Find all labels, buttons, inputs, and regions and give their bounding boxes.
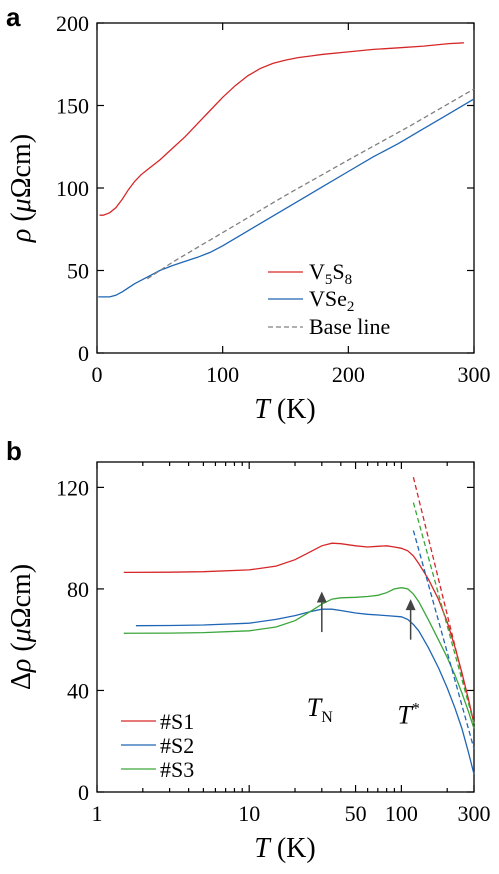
series-line-b-2 — [123, 587, 475, 729]
series-line-b-0 — [123, 542, 475, 724]
x-tick-label-b: 300 — [458, 801, 491, 826]
annotation-label-1: T* — [397, 700, 419, 729]
plot-frame-a — [96, 22, 475, 354]
x-tick-label-a: 100 — [206, 362, 239, 387]
series-line-a-2 — [146, 88, 475, 280]
legend-label-b-0: #S1 — [160, 709, 194, 734]
x-tick-label-b: 100 — [385, 801, 418, 826]
legend-label-a-2: Base line — [309, 314, 390, 339]
chart-b-delta-resistivity: 1 10 50 100 300 0 40 80 120 TN T* #S1#S2#S3 T (K) Δρ … — [6, 461, 491, 864]
x-tick-label-a: 0 — [92, 362, 103, 387]
x-axis-label-b: T (K) — [254, 833, 315, 864]
series-line-a-0 — [99, 42, 464, 216]
legend-label-a-1: VSe2 — [309, 286, 354, 315]
x-tick-label-a: 300 — [458, 362, 491, 387]
x-axis-label-a: T (K) — [254, 394, 315, 425]
y-tick-label-b: 120 — [56, 475, 89, 500]
y-tick-label-b: 40 — [67, 678, 89, 703]
legend-label-a-0: V5S8 — [309, 259, 352, 288]
y-tick-label-b: 0 — [78, 780, 89, 805]
x-tick-label-b: 50 — [345, 801, 367, 826]
annotation-arrow-head-1 — [405, 599, 416, 611]
y-tick-label-a: 200 — [56, 11, 89, 36]
y-tick-label-a: 150 — [56, 94, 89, 119]
fit-line-b-1 — [412, 502, 475, 724]
x-tick-label-a: 200 — [332, 362, 365, 387]
y-tick-label-b: 80 — [67, 577, 89, 602]
annotation-arrow-head-0 — [316, 591, 327, 603]
series-line-a-1 — [98, 98, 475, 298]
series-line-b-1 — [135, 608, 475, 775]
plot-frame-b — [96, 461, 475, 793]
y-tick-label-a: 100 — [56, 176, 89, 201]
y-axis-label-a: ρ (μΩcm) — [6, 134, 37, 243]
annotation-label-0: TN — [307, 693, 333, 726]
y-tick-label-a: 0 — [78, 341, 89, 366]
y-tick-label-a: 50 — [67, 259, 89, 284]
y-axis-label-b: Δρ (μΩcm) — [6, 564, 37, 690]
fit-line-b-2 — [412, 530, 475, 749]
panel-b-letter: b — [6, 436, 22, 466]
panel-a-letter: a — [6, 2, 21, 32]
x-tick-label-b: 1 — [92, 801, 103, 826]
x-tick-label-b: 10 — [238, 801, 260, 826]
legend-label-b-1: #S2 — [160, 733, 194, 758]
fit-line-b-0 — [412, 477, 475, 724]
legend-label-b-2: #S3 — [160, 757, 194, 782]
